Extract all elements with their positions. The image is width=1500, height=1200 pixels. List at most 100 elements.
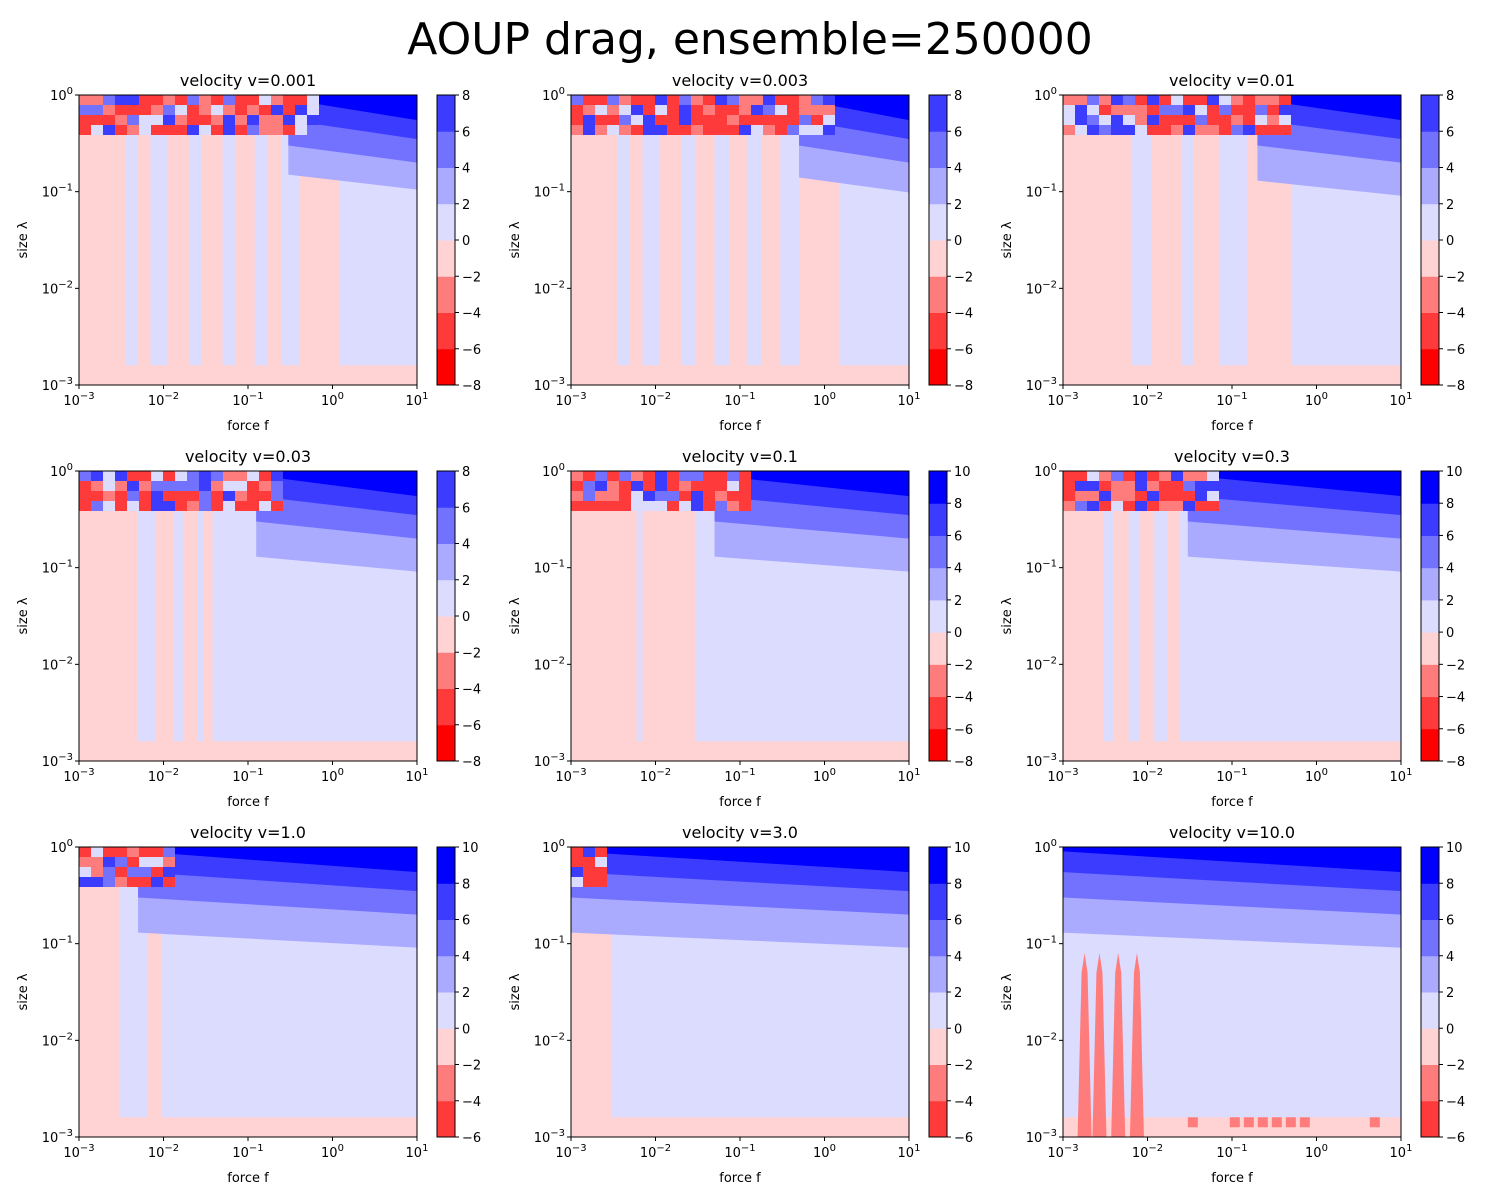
region-positive-band bbox=[680, 95, 696, 366]
noise-cell bbox=[1207, 471, 1219, 481]
contour-field bbox=[79, 847, 417, 1137]
noise-cell bbox=[787, 105, 799, 115]
noise-cell bbox=[1267, 105, 1279, 115]
noise-cell bbox=[163, 105, 175, 115]
y-axis-label: size λ bbox=[16, 221, 31, 258]
colorbar-segment bbox=[929, 503, 947, 536]
x-tick-label: 10−2 bbox=[148, 767, 179, 785]
colorbar-tick-label: −4 bbox=[1446, 1095, 1465, 1110]
noise-cell bbox=[1207, 105, 1219, 115]
noise-cell bbox=[295, 95, 307, 105]
colorbar-tick-label: −2 bbox=[462, 646, 481, 661]
y-tick-label: 10−1 bbox=[534, 183, 565, 201]
noise-cell bbox=[1195, 501, 1207, 511]
noise-cell bbox=[1111, 95, 1123, 105]
noise-cell bbox=[727, 471, 739, 481]
noise-cell bbox=[1063, 501, 1075, 511]
noise-cell bbox=[1087, 471, 1099, 481]
noise-cell bbox=[1231, 105, 1243, 115]
noise-cell bbox=[1123, 481, 1135, 491]
noise-cell bbox=[1207, 125, 1219, 135]
noise-cell bbox=[619, 501, 631, 511]
region-positive-band bbox=[150, 95, 167, 366]
colorbar-segment bbox=[437, 95, 455, 132]
noise-cell bbox=[91, 471, 103, 481]
noise-cell bbox=[127, 491, 139, 501]
noise-cell bbox=[1099, 481, 1111, 491]
colorbar-segment bbox=[1421, 919, 1439, 957]
colorbar-tick-label: 10 bbox=[954, 841, 971, 856]
noise-cell bbox=[1135, 125, 1147, 135]
noise-cell bbox=[1195, 125, 1207, 135]
noise-cell bbox=[619, 481, 631, 491]
noise-cell bbox=[235, 115, 247, 125]
contour-field bbox=[79, 471, 417, 761]
colorbar-segment bbox=[1421, 847, 1439, 884]
noise-cell bbox=[643, 95, 655, 105]
noise-cell bbox=[187, 95, 199, 105]
noise-cell bbox=[799, 115, 811, 125]
colorbar-segment bbox=[929, 1100, 947, 1138]
noise-cell bbox=[595, 105, 607, 115]
noise-cell bbox=[1243, 1117, 1254, 1128]
noise-cell bbox=[271, 125, 283, 135]
noise-cell bbox=[199, 95, 211, 105]
noise-cell bbox=[691, 481, 703, 491]
noise-cell bbox=[1171, 105, 1183, 115]
noise-cell bbox=[1383, 1117, 1394, 1128]
x-tick-label: 100 bbox=[813, 391, 836, 409]
noise-cell bbox=[1147, 95, 1159, 105]
noise-cell bbox=[583, 877, 595, 887]
noise-cell bbox=[799, 125, 811, 135]
x-axis-label: force f bbox=[1211, 419, 1253, 434]
noise-cell bbox=[139, 857, 151, 867]
noise-cell bbox=[115, 867, 127, 877]
region-positive-band bbox=[636, 471, 643, 742]
noise-cell bbox=[91, 877, 103, 887]
colorbar-segment bbox=[929, 131, 947, 168]
region-positive-band bbox=[746, 95, 762, 366]
colorbar-tick-label: −6 bbox=[954, 723, 973, 738]
noise-cell bbox=[127, 115, 139, 125]
noise-cell bbox=[163, 877, 175, 887]
noise-cell bbox=[631, 95, 643, 105]
region-positive-band bbox=[1131, 95, 1151, 366]
noise-cell bbox=[595, 125, 607, 135]
noise-cell bbox=[1355, 1117, 1366, 1128]
noise-cell bbox=[103, 471, 115, 481]
y-tick-label: 10−1 bbox=[42, 935, 73, 953]
colorbar-segment bbox=[929, 847, 947, 884]
noise-cell bbox=[583, 105, 595, 115]
x-axis-label: force f bbox=[227, 795, 269, 810]
colorbar-tick-label: 8 bbox=[462, 465, 470, 480]
x-tick-label: 10−2 bbox=[640, 391, 671, 409]
colorbar-segment bbox=[929, 919, 947, 957]
noise-cell bbox=[247, 95, 259, 105]
colorbar-tick-label: 0 bbox=[462, 1022, 470, 1037]
colorbar-tick-label: 0 bbox=[1446, 234, 1454, 249]
noise-cell bbox=[307, 105, 319, 115]
noise-cell bbox=[1135, 95, 1147, 105]
x-axis-label: force f bbox=[719, 419, 761, 434]
noise-cell bbox=[631, 125, 643, 135]
x-tick-label: 100 bbox=[813, 1143, 836, 1161]
noise-cell bbox=[1159, 471, 1171, 481]
noise-cell bbox=[127, 867, 139, 877]
noise-cell bbox=[211, 501, 223, 511]
colorbar-segment bbox=[929, 992, 947, 1029]
noise-cell bbox=[187, 105, 199, 115]
colorbar-segment bbox=[929, 664, 947, 698]
noise-cell bbox=[271, 95, 283, 105]
noise-cell bbox=[103, 501, 115, 511]
noise-cell bbox=[1219, 115, 1231, 125]
noise-cell bbox=[247, 125, 259, 135]
colorbar-segment bbox=[437, 471, 455, 508]
noise-cell bbox=[571, 471, 583, 481]
noise-cell bbox=[103, 105, 115, 115]
colorbar-tick-label: −8 bbox=[462, 755, 481, 770]
colorbar-tick-label: −4 bbox=[954, 307, 973, 322]
y-tick-label: 100 bbox=[50, 86, 73, 104]
noise-cell bbox=[127, 857, 139, 867]
noise-cell bbox=[583, 125, 595, 135]
noise-cell bbox=[667, 471, 679, 481]
